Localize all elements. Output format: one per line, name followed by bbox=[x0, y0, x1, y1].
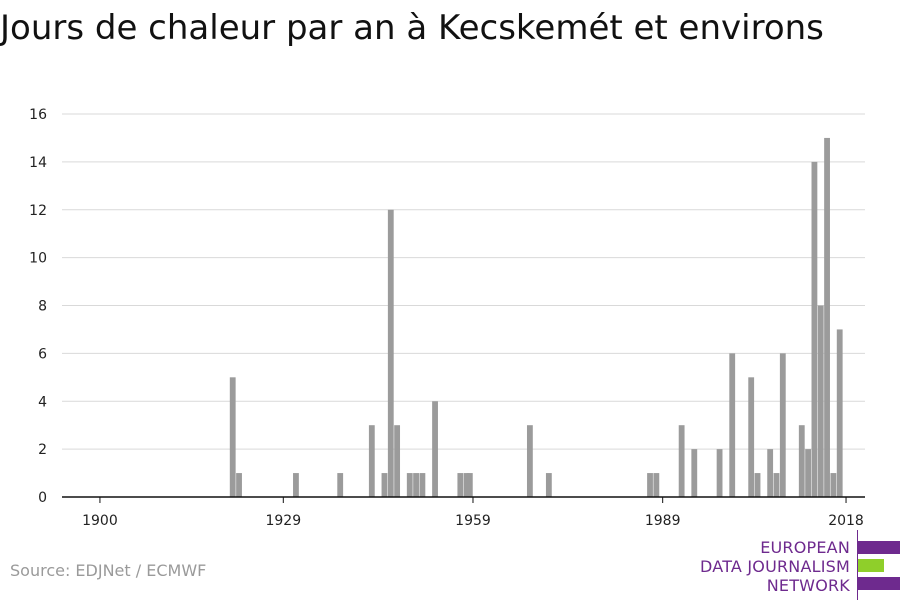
bars bbox=[229, 137, 843, 498]
bar[interactable] bbox=[678, 425, 685, 497]
bar[interactable] bbox=[805, 449, 812, 497]
bar[interactable] bbox=[811, 161, 818, 497]
x-tick-label: 1929 bbox=[265, 513, 301, 529]
y-tick-label: 10 bbox=[29, 251, 47, 267]
source-note: Source: EDJNet / ECMWF bbox=[10, 561, 207, 580]
bar[interactable] bbox=[779, 353, 786, 497]
bar[interactable] bbox=[526, 425, 533, 497]
bar[interactable] bbox=[394, 425, 401, 497]
bar[interactable] bbox=[229, 377, 236, 497]
y-tick-label: 16 bbox=[29, 107, 47, 123]
bar[interactable] bbox=[691, 449, 698, 497]
y-tick-label: 8 bbox=[38, 299, 47, 315]
bar[interactable] bbox=[387, 209, 394, 497]
y-tick-labels: 0 2 4 6 8 10 12 14 16 bbox=[29, 107, 47, 506]
bar[interactable] bbox=[413, 473, 419, 497]
y-tick-label: 12 bbox=[29, 203, 47, 219]
bar[interactable] bbox=[767, 449, 774, 497]
y-tick-label: 6 bbox=[38, 346, 47, 362]
bar[interactable] bbox=[830, 473, 837, 497]
bar[interactable] bbox=[748, 377, 755, 497]
bar[interactable] bbox=[754, 473, 761, 497]
bar[interactable] bbox=[337, 473, 344, 497]
bar[interactable] bbox=[368, 425, 375, 497]
bar[interactable] bbox=[381, 473, 388, 497]
bar[interactable] bbox=[463, 473, 470, 497]
bar[interactable] bbox=[653, 473, 660, 497]
bar[interactable] bbox=[466, 473, 473, 497]
y-tick-label: 0 bbox=[38, 490, 47, 506]
bar[interactable] bbox=[817, 305, 824, 498]
bar[interactable] bbox=[432, 401, 438, 497]
bar[interactable] bbox=[729, 353, 736, 497]
bar[interactable] bbox=[419, 473, 426, 497]
x-tick-label: 1989 bbox=[645, 513, 681, 529]
bar[interactable] bbox=[836, 329, 843, 497]
logo-bar-purple-top bbox=[858, 541, 900, 554]
bar[interactable] bbox=[236, 473, 242, 497]
bar[interactable] bbox=[773, 473, 780, 497]
bar[interactable] bbox=[457, 473, 464, 497]
x-tick-label: 1959 bbox=[455, 513, 491, 529]
logo-divider bbox=[857, 530, 858, 600]
bar[interactable] bbox=[716, 449, 723, 497]
logo-bar-green bbox=[858, 559, 884, 572]
y-tick-label: 4 bbox=[38, 394, 47, 410]
edjnet-logo[interactable]: EUROPEAN DATA JOURNALISM NETWORK bbox=[700, 530, 900, 600]
y-tick-label: 2 bbox=[38, 442, 47, 458]
logo-bar-purple-bottom bbox=[858, 577, 900, 590]
bar[interactable] bbox=[545, 473, 552, 497]
x-tick-label: 1900 bbox=[82, 513, 118, 529]
grid-lines bbox=[62, 113, 865, 450]
bar[interactable] bbox=[798, 425, 805, 497]
x-tick-label: 2018 bbox=[828, 513, 864, 529]
bar[interactable] bbox=[406, 473, 413, 497]
bar[interactable] bbox=[824, 137, 830, 497]
logo-line-2: DATA JOURNALISM bbox=[700, 557, 850, 576]
logo-line-3: NETWORK bbox=[766, 576, 850, 595]
bar[interactable] bbox=[647, 473, 653, 497]
logo-line-1: EUROPEAN bbox=[760, 538, 850, 557]
chart-title: Jours de chaleur par an à Kecskemét et e… bbox=[0, 8, 824, 48]
bar[interactable] bbox=[293, 473, 299, 497]
y-tick-label: 14 bbox=[29, 155, 47, 171]
x-tick-labels: 1900 1929 1959 1989 2018 bbox=[82, 513, 864, 529]
x-axis bbox=[62, 496, 865, 503]
